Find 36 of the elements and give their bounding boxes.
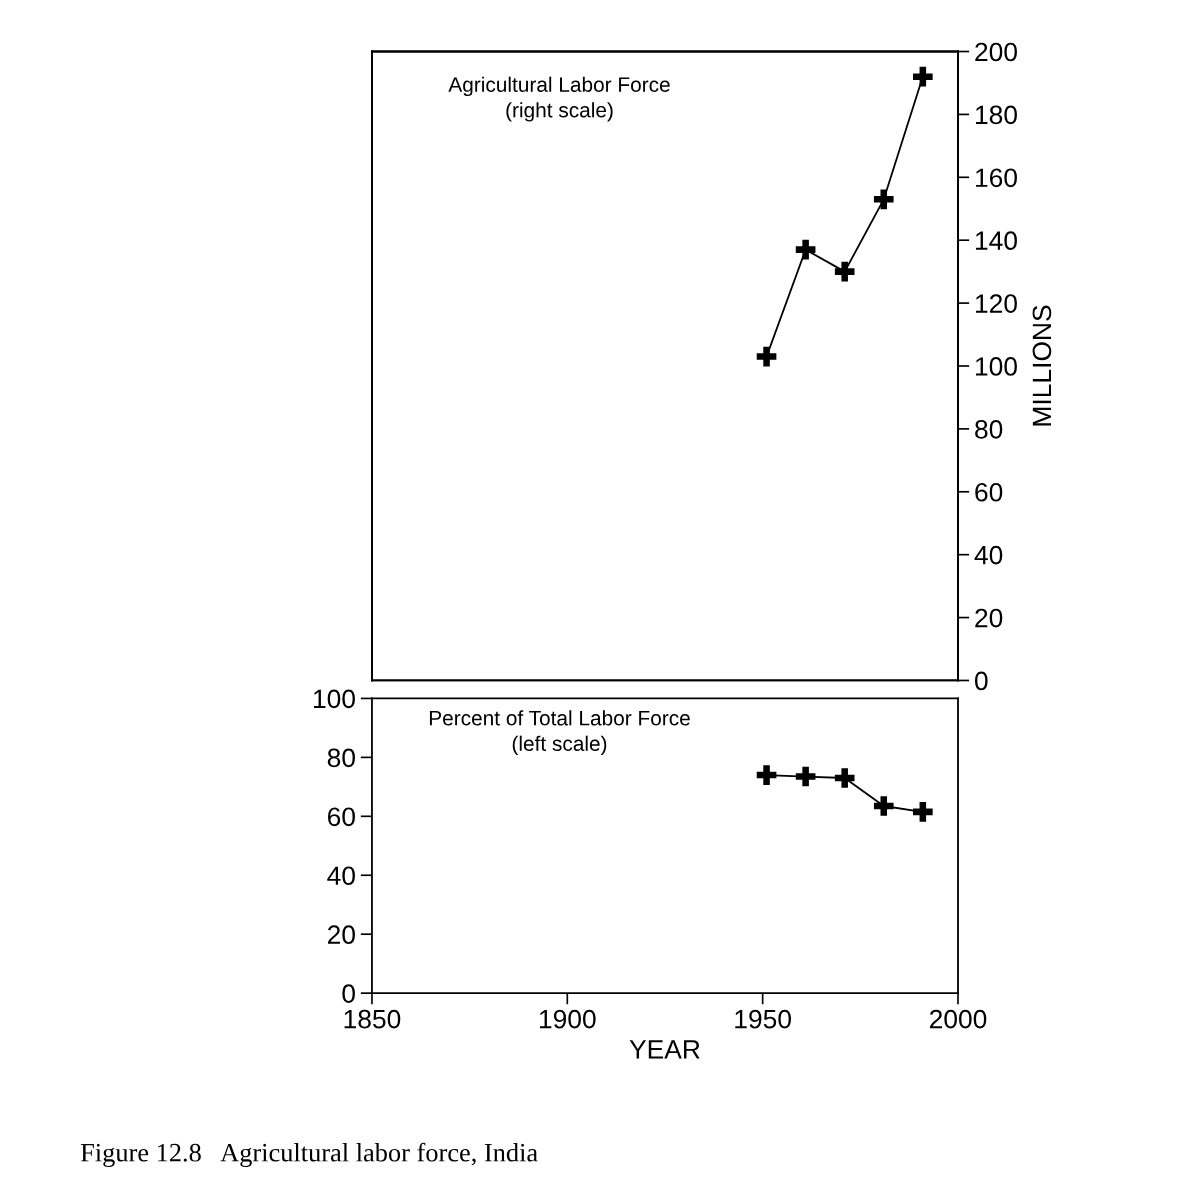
point [795, 766, 816, 787]
point [873, 796, 894, 816]
y2-tick-label: 80 [975, 420, 1003, 439]
y2-tick-label: 180 [975, 105, 1017, 125]
point [756, 346, 777, 367]
y2-tick-label: 160 [975, 168, 1017, 188]
annotation: Agricultural Labor Force (right scale) [448, 76, 670, 122]
point [795, 239, 816, 260]
point [756, 765, 777, 785]
y2-tick-label: 120 [975, 294, 1017, 313]
y-tick-label: 100 [313, 689, 355, 709]
y2-tick-label: 100 [975, 357, 1017, 376]
annotation: Percent of Total Labor Force (left scale) [429, 710, 690, 756]
y-tick-label: 0 [342, 984, 355, 1003]
point [834, 261, 855, 282]
x-axis-title: YEAR [629, 1040, 700, 1059]
y-tick-label: 60 [327, 807, 355, 827]
y2-tick-label: 140 [975, 231, 1017, 251]
point [913, 66, 933, 87]
y2-tick-label: 200 [975, 42, 1017, 62]
x-tick-label: 1900 [539, 1009, 596, 1029]
y-tick-label: 80 [327, 748, 355, 768]
y2-tick-label: 20 [975, 608, 1003, 628]
y2-axis-title: MILLIONS [1032, 305, 1052, 426]
x-tick-label: 1850 [344, 1009, 401, 1029]
point [913, 802, 933, 822]
point [834, 768, 855, 788]
x-tick-label: 2000 [929, 1009, 987, 1029]
x-tick-label: 1950 [735, 1009, 791, 1029]
y2-tick-label: 0 [975, 671, 988, 691]
y-tick-label: 20 [327, 925, 355, 945]
y-tick-label: 40 [327, 866, 355, 886]
point [873, 189, 894, 210]
y2-tick-label: 60 [975, 482, 1003, 502]
caption: Figure 12.8 Agricultural labor force, India [80, 1142, 538, 1168]
y2-tick-label: 40 [974, 545, 1003, 565]
